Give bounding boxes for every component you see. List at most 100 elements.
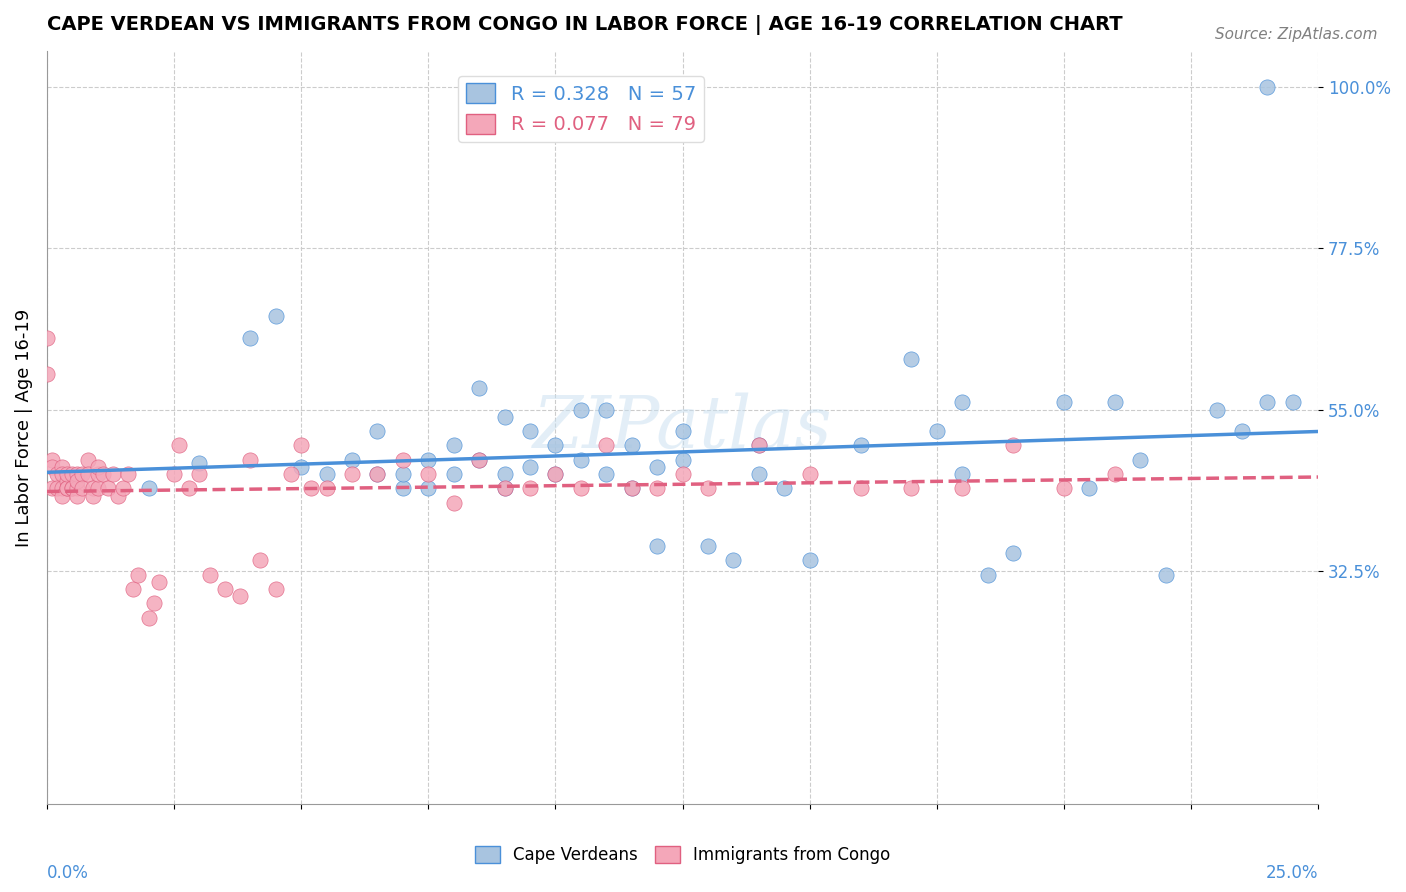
Point (418, 467, 440, 481)
Point (60, 482, 83, 496)
Point (60, 467, 83, 481)
Point (340, 467, 363, 481)
Point (264, 310, 287, 324)
Point (56, 475, 79, 489)
Point (849, 482, 872, 496)
Point (82, 489, 104, 503)
Point (1282, 395, 1305, 409)
Point (229, 589, 252, 603)
Point (198, 567, 221, 582)
Point (799, 467, 821, 481)
Point (748, 467, 770, 481)
Text: 0.0%: 0.0% (46, 864, 89, 882)
Point (1078, 482, 1101, 496)
Point (66, 489, 89, 503)
Point (1256, 395, 1278, 409)
Point (280, 467, 302, 481)
Point (340, 452, 363, 467)
Point (72, 482, 94, 496)
Point (392, 452, 415, 467)
Point (620, 482, 643, 496)
Point (35, 367, 58, 381)
Point (671, 424, 693, 438)
Point (148, 574, 170, 589)
Point (46, 482, 69, 496)
Text: Source: ZipAtlas.com: Source: ZipAtlas.com (1215, 27, 1378, 42)
Point (46, 467, 69, 481)
Point (418, 452, 440, 467)
Point (1205, 402, 1227, 417)
Point (645, 459, 668, 474)
Point (66, 482, 89, 496)
Text: 25.0%: 25.0% (1265, 864, 1319, 882)
Point (138, 610, 160, 624)
Point (1053, 395, 1076, 409)
Point (41, 452, 63, 467)
Point (1002, 438, 1025, 452)
Point (163, 467, 186, 481)
Point (494, 482, 516, 496)
Point (977, 567, 1000, 582)
Point (60, 482, 83, 496)
Point (849, 438, 872, 452)
Point (117, 467, 139, 481)
Point (35, 331, 58, 345)
Point (519, 424, 541, 438)
Point (494, 409, 516, 424)
Point (519, 482, 541, 496)
Point (138, 482, 160, 496)
Point (97, 482, 120, 496)
Point (87, 482, 110, 496)
Point (392, 482, 415, 496)
Point (900, 352, 922, 367)
Point (443, 438, 465, 452)
Point (569, 452, 592, 467)
Point (519, 459, 541, 474)
Point (697, 482, 720, 496)
Point (773, 482, 796, 496)
Point (366, 467, 388, 481)
Point (950, 395, 973, 409)
Point (748, 438, 770, 452)
Point (290, 438, 312, 452)
Point (925, 424, 948, 438)
Point (468, 452, 491, 467)
Point (620, 438, 643, 452)
Point (87, 459, 110, 474)
Point (112, 482, 135, 496)
Y-axis label: In Labor Force | Age 16-19: In Labor Force | Age 16-19 (15, 309, 32, 547)
Point (239, 331, 262, 345)
Text: CAPE VERDEAN VS IMMIGRANTS FROM CONGO IN LABOR FORCE | AGE 16-19 CORRELATION CHA: CAPE VERDEAN VS IMMIGRANTS FROM CONGO IN… (46, 15, 1122, 35)
Point (544, 467, 567, 481)
Point (51, 467, 73, 481)
Point (299, 482, 322, 496)
Point (645, 482, 668, 496)
Point (87, 467, 110, 481)
Point (41, 482, 63, 496)
Point (56, 482, 79, 496)
Point (595, 467, 617, 481)
Point (620, 482, 643, 496)
Point (76, 467, 98, 481)
Point (443, 496, 465, 510)
Point (101, 467, 124, 481)
Point (51, 459, 73, 474)
Point (723, 553, 745, 567)
Point (1256, 79, 1278, 94)
Point (82, 482, 104, 496)
Point (671, 467, 693, 481)
Point (1104, 467, 1126, 481)
Point (1104, 395, 1126, 409)
Point (645, 539, 668, 553)
Point (468, 381, 491, 395)
Point (214, 582, 236, 596)
Point (179, 482, 201, 496)
Point (392, 467, 415, 481)
Point (315, 482, 337, 496)
Point (188, 467, 211, 481)
Point (799, 553, 821, 567)
Point (595, 438, 617, 452)
Point (122, 582, 145, 596)
Point (72, 467, 94, 481)
Point (188, 456, 211, 470)
